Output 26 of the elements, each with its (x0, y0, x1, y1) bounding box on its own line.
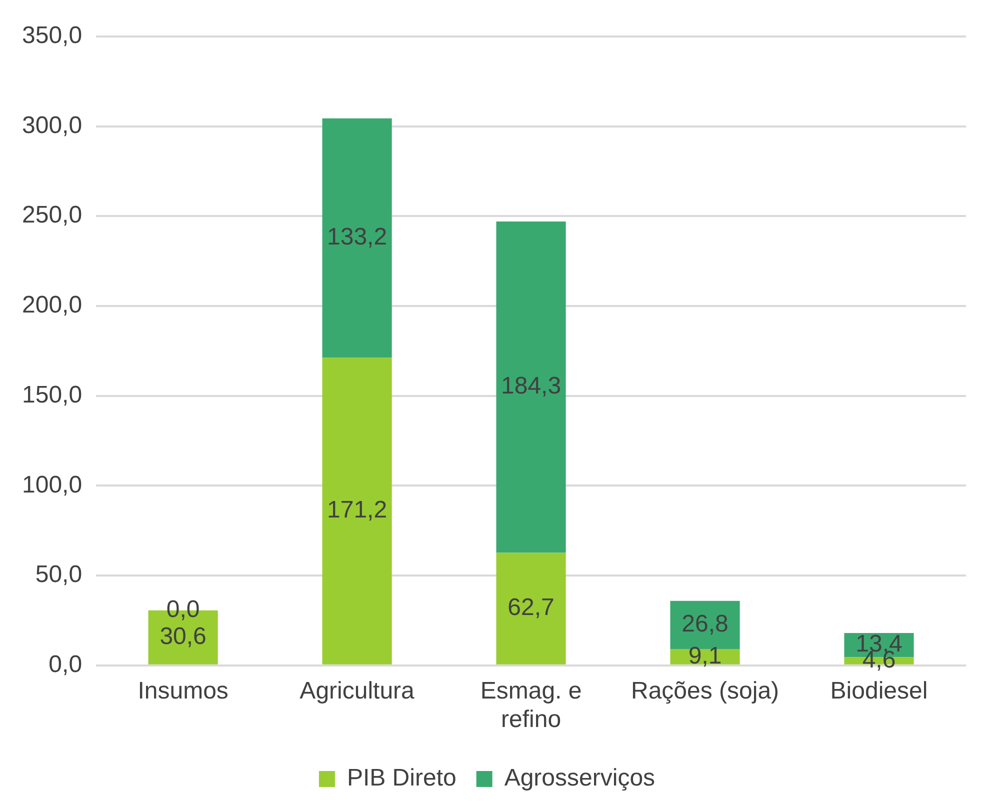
y-tick-label: 100,0 (22, 471, 82, 498)
data-label: 171,2 (327, 496, 388, 524)
data-label: 184,3 (501, 372, 562, 400)
data-label: 26,8 (682, 610, 728, 638)
y-tick-label: 50,0 (35, 561, 82, 588)
data-label: 133,2 (327, 224, 388, 251)
x-tick-label: Agricultura (300, 677, 416, 704)
data-label: 62,7 (508, 594, 554, 622)
bar (322, 118, 392, 358)
x-tick-label: Rações (soja) (630, 677, 780, 704)
y-tick-label: 300,0 (22, 112, 82, 139)
y-tick-label: 150,0 (22, 381, 82, 408)
bar (496, 222, 566, 553)
data-label: 30,6 (160, 623, 206, 650)
y-tick-label: 0,0 (48, 651, 82, 678)
x-tick-label: Biodiesel (830, 677, 928, 704)
data-label: 9,1 (688, 642, 722, 670)
y-tick-label: 250,0 (22, 202, 82, 229)
x-tick-label: Esmag. e refino (480, 677, 582, 734)
y-tick-label: 350,0 (22, 22, 82, 50)
x-tick-label: Insumos (138, 677, 228, 704)
legend-label: PIB Direto (346, 764, 456, 792)
bar (496, 552, 566, 664)
y-tick-label: 200,0 (22, 292, 82, 319)
bar (322, 358, 392, 664)
legend-label: Agrosserviços (504, 764, 656, 792)
